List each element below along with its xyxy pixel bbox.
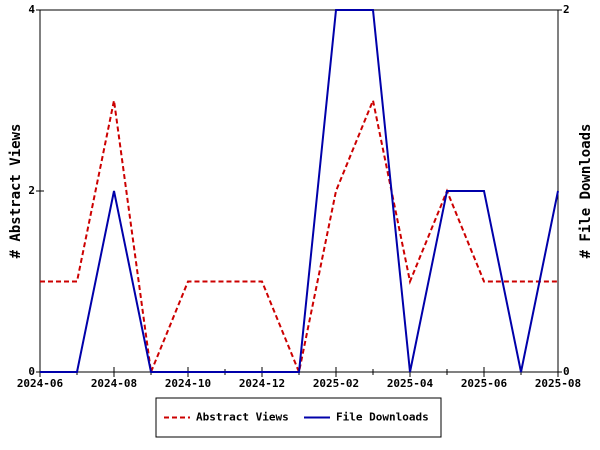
y2-axis-label: # File Downloads xyxy=(578,124,594,259)
legend-label: File Downloads xyxy=(336,411,429,424)
x-tick-label: 2024-12 xyxy=(239,377,285,390)
legend-box xyxy=(155,397,442,438)
x-tick-label: 2025-02 xyxy=(313,377,359,390)
y2-tick-label: 2 xyxy=(563,3,570,16)
x-tick-label: 2024-10 xyxy=(165,377,211,390)
y2-tick-label: 0 xyxy=(563,365,570,378)
y-tick-label: 2 xyxy=(28,184,35,197)
y-axis-label: # Abstract Views xyxy=(8,124,24,259)
y-tick-label: 4 xyxy=(28,3,35,16)
x-tick-label: 2024-08 xyxy=(91,377,137,390)
x-tick-label: 2025-08 xyxy=(535,377,581,390)
x-tick-label: 2024-06 xyxy=(17,377,64,390)
x-tick-label: 2025-06 xyxy=(461,377,508,390)
x-tick-label: 2025-04 xyxy=(387,377,434,390)
y-tick-label: 0 xyxy=(28,365,35,378)
series-line xyxy=(40,97,558,376)
legend-label: Abstract Views xyxy=(196,411,289,424)
series-line xyxy=(40,9,559,373)
